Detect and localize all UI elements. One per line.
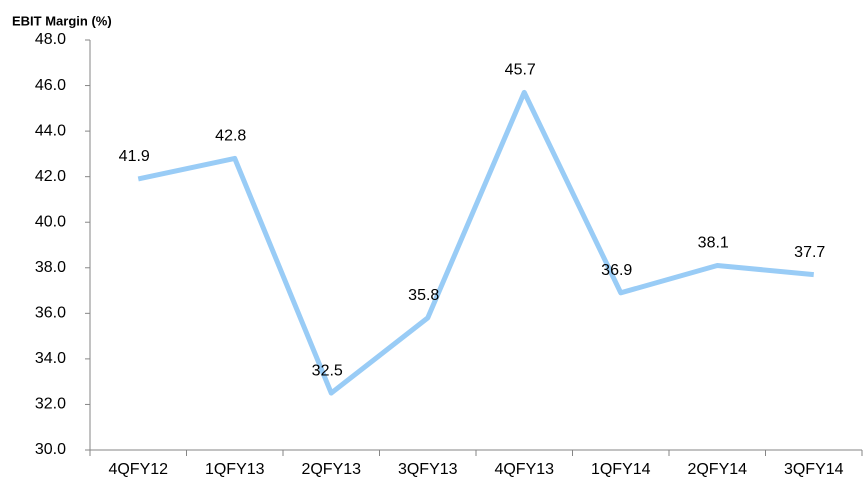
data-label: 42.8: [215, 128, 246, 145]
data-label: 41.9: [119, 148, 150, 165]
x-tick-label: 3QFY13: [398, 461, 458, 478]
data-label: 35.8: [408, 287, 439, 304]
y-tick-label: 44.0: [35, 122, 66, 139]
y-tick-label: 36.0: [35, 305, 66, 322]
y-tick-label: 34.0: [35, 350, 66, 367]
y-tick-label: 32.0: [35, 396, 66, 413]
x-tick-label: 1QFY14: [591, 461, 651, 478]
data-label: 37.7: [794, 244, 825, 261]
x-tick-label: 4QFY13: [494, 461, 554, 478]
x-tick-label: 2QFY14: [687, 461, 747, 478]
data-label: 45.7: [505, 62, 536, 79]
x-tick-label: 1QFY13: [205, 461, 265, 478]
y-tick-label: 40.0: [35, 213, 66, 230]
chart-title: EBIT Margin (%): [12, 13, 112, 28]
y-tick-label: 42.0: [35, 168, 66, 185]
x-tick-label: 2QFY13: [301, 461, 361, 478]
y-tick-label: 38.0: [35, 259, 66, 276]
data-label: 38.1: [698, 235, 729, 252]
y-tick-label: 46.0: [35, 77, 66, 94]
line: [137, 89, 814, 396]
data-label: 36.9: [601, 262, 632, 279]
y-tick-label: 48.0: [35, 31, 66, 48]
x-tick-label: 3QFY14: [784, 461, 844, 478]
data-label: 32.5: [312, 362, 343, 379]
y-tick-label: 30.0: [35, 441, 66, 458]
x-tick-label: 4QFY12: [108, 461, 168, 478]
